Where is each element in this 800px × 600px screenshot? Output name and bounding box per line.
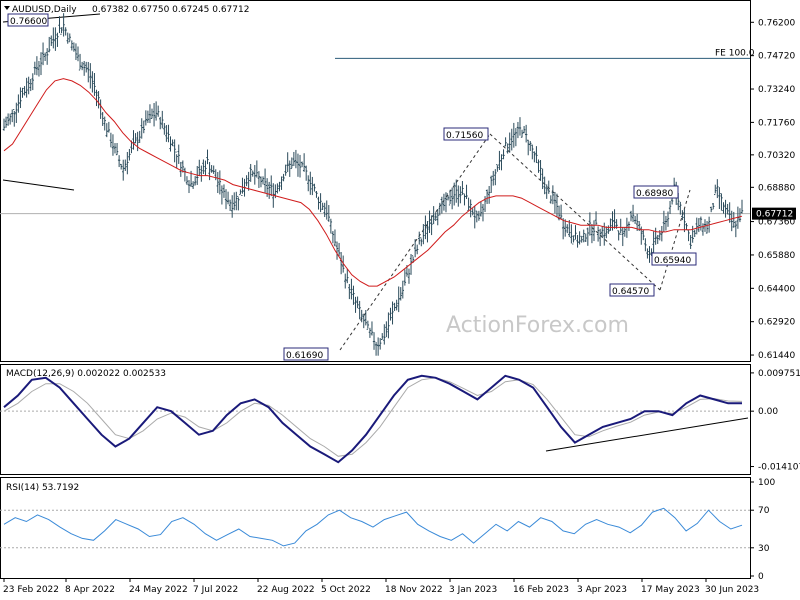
x-tick-label: 3 Apr 2023 [577,585,627,595]
svg-text:0.61690: 0.61690 [286,351,323,361]
x-tick-label: 23 Feb 2022 [3,585,59,595]
macd-panel-frame [0,364,751,475]
annotation-71560: 0.71560 [443,127,489,141]
y-tick-label: 0.70320 [758,151,795,161]
x-tick-label: 17 May 2023 [641,585,700,595]
dashed-leg-1 [339,133,491,351]
svg-text:0.65940: 0.65940 [654,256,691,266]
last-price-tag: 0.67712 [752,207,796,220]
x-tick-label: 7 Jul 2022 [193,585,238,595]
svg-text:AUDUSD,Daily: AUDUSD,Daily [12,5,77,15]
y-tick-label: 0.73240 [758,85,795,95]
y-tick-label: 0.67360 [758,218,795,228]
y-tick-label: 0.64400 [758,284,795,294]
watermark: ActionForex.com [446,313,629,338]
macd-tick-label: 0.009751 [758,369,800,379]
y-tick-label: 0.74720 [758,52,795,62]
x-tick-label: 3 Jan 2023 [449,585,497,595]
annotation-65940: 0.65940 [651,252,697,266]
macd-axis-ticks: 0.009751 0.00 -0.014107 [750,369,800,473]
rsi-axis-ticks: 100 70 30 0 [0,478,775,582]
svg-text:0.67382 0.67750 0.67245 0.6771: 0.67382 0.67750 0.67245 0.67712 [92,5,249,15]
dashed-leg-2 [489,133,661,291]
rsi-tick-label: 100 [758,478,775,488]
svg-text:0.68980: 0.68980 [636,189,673,199]
main-panel-frame [0,0,751,362]
rsi-tick-label: 0 [758,572,764,582]
y-tick-label: 0.68880 [758,183,795,193]
dashed-leg-3 [659,189,691,291]
x-tick-label: 5 Oct 2022 [321,585,371,595]
x-tick-label: 18 Nov 2022 [385,585,443,595]
y-tick-label: 0.65880 [758,251,795,261]
x-tick-label: 30 Jun 2023 [705,585,759,595]
macd-signal-line [3,377,743,457]
x-tick-label: 8 Apr 2022 [65,585,115,595]
main-axis-ticks: 0.76200 0.74720 0.73240 0.71760 0.70320 0.688… [750,18,795,361]
svg-text:0.67712: 0.67712 [756,210,793,220]
macd-tick-label: -0.014107 [758,463,800,473]
rsi-panel-frame [0,477,751,579]
trendline-left [2,179,75,191]
rsi-title: RSI(14) 53.7192 [6,483,79,493]
macd-trendline [545,417,749,452]
x-tick-label: 16 Feb 2023 [513,585,569,595]
macd-line [3,374,742,464]
annotation-64570: 0.64570 [609,283,655,297]
main-title: AUDUSD,Daily 0.67382 0.67750 0.67245 0.6… [4,5,249,15]
y-tick-label: 0.62920 [758,318,795,328]
y-tick-label: 0.76200 [758,18,795,28]
price-bars [2,13,744,356]
x-tick-label: 24 May 2022 [129,585,188,595]
rsi-line [3,507,743,547]
macd-tick-label: 0.00 [758,407,778,417]
x-axis-ticks: 23 Feb 2022 8 Apr 2022 24 May 2022 7 Jul 20… [3,578,759,595]
y-tick-label: 0.71760 [758,118,795,128]
svg-text:0.76600: 0.76600 [10,17,47,27]
svg-text:0.71560: 0.71560 [446,131,483,141]
rsi-tick-label: 30 [758,544,770,554]
moving-average-line [3,78,743,287]
svg-text:0.64570: 0.64570 [612,287,649,297]
macd-title: MACD(12,26,9) 0.002022 0.002533 [6,369,166,379]
rsi-tick-label: 70 [758,506,770,516]
y-tick-label: 0.61440 [758,351,795,361]
annotation-76600: 0.76600 [7,13,49,27]
annotation-68980: 0.68980 [633,185,679,199]
x-tick-label: 22 Aug 2022 [257,585,315,595]
fe-label: FE 100.0 [715,48,755,58]
annotation-61690: 0.61690 [283,347,329,361]
